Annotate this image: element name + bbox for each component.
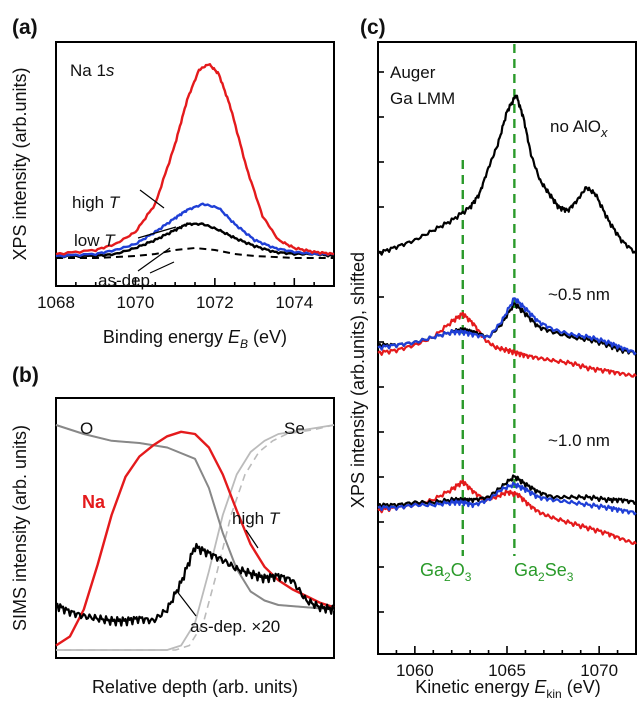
- leader-as-dep-a: [137, 247, 171, 272]
- panel-c-ticks: 1060 1065 1070: [377, 71, 637, 680]
- x-tick-label-1068: 1068: [37, 293, 75, 312]
- label-ga2o3: Ga2O3: [420, 560, 472, 584]
- series-high-t: [55, 63, 335, 256]
- series-na: [55, 430, 335, 647]
- panel-c-series: [377, 94, 637, 545]
- x-tick-label-1070: 1070: [580, 661, 618, 680]
- x-tick-label-1060: 1060: [396, 661, 434, 680]
- series-0-5-nm-red: [377, 311, 637, 378]
- panel-a-series: [55, 63, 335, 259]
- leader-low-t: [137, 226, 177, 239]
- leader-high-t-b: [245, 529, 259, 549]
- panel-c-ylabel: XPS intensity (arb.units), shifted: [348, 252, 368, 508]
- label-o: O: [80, 419, 93, 438]
- panel-a-ylabel: XPS intensity (arb.units): [10, 67, 30, 260]
- panel-b-frame: [55, 397, 335, 659]
- label-10nm: ~1.0 nm: [548, 431, 610, 450]
- label-05nm: ~0.5 nm: [548, 285, 610, 304]
- series-1-0-nm-red: [377, 479, 637, 545]
- label-as-dep-b: as-dep. ×20: [190, 617, 280, 636]
- panel-a-xlabel: Binding energy EB (eV): [103, 327, 287, 351]
- panel-a-ticks: 1068 1070 1072 1074: [37, 278, 335, 312]
- series-as-dep-dashed: [56, 247, 334, 259]
- label-ga-lmm: Ga LMM: [390, 89, 455, 108]
- leader-as-dep-b: [175, 589, 197, 617]
- label-na: Na: [82, 492, 106, 512]
- series-se-dashed: [64, 424, 335, 651]
- series-o: [55, 424, 335, 611]
- series-no-alox: [377, 94, 637, 256]
- label-low-t: low T: [74, 231, 116, 250]
- panel-a-title: Na 1s: [70, 61, 115, 80]
- label-ga2se3: Ga2Se3: [514, 560, 574, 584]
- panel-a: (a) 1068 1070 1072 1074 Na 1s high T low T …: [10, 16, 335, 351]
- label-no-alox: no AlOx: [550, 117, 608, 140]
- panel-b-xlabel: Relative depth (arb. units): [92, 677, 298, 697]
- x-tick-label-1065: 1065: [488, 661, 526, 680]
- panel-b-label: (b): [12, 364, 39, 387]
- panel-c: (c) 1060 1065 1070 Auger Ga LMM no AlOx ~0…: [348, 16, 637, 701]
- series-se: [56, 424, 335, 651]
- panel-c-xlabel: Kinetic energy Ekin (eV): [415, 677, 600, 701]
- series-1-0-nm-blue: [377, 481, 637, 516]
- series-as-dep: [55, 542, 336, 627]
- panel-c-label: (c): [360, 16, 386, 39]
- label-high-t-b: high T: [232, 509, 281, 528]
- series-0-5-nm-blue: [377, 297, 637, 356]
- panel-b: (b) O Se Na high T as-dep. ×20 SIMS inte…: [10, 364, 336, 697]
- label-high-t: high T: [72, 193, 121, 212]
- leader-high-t: [139, 189, 165, 209]
- panel-b-ylabel: SIMS intensity (arb. units): [10, 425, 30, 631]
- panel-b-series: [55, 424, 336, 651]
- panel-a-label: (a): [12, 16, 38, 39]
- label-se: Se: [284, 419, 305, 438]
- x-tick-label-1074: 1074: [275, 293, 313, 312]
- series-as-dep: [55, 222, 335, 259]
- series-1-0-nm-black: [377, 474, 637, 509]
- panel-c-vlines: [461, 44, 516, 556]
- label-auger: Auger: [390, 63, 436, 82]
- series-low-t: [55, 202, 334, 258]
- leader-as-dep-a-2: [149, 261, 175, 274]
- x-tick-label-1070: 1070: [117, 293, 155, 312]
- label-as-dep-a: as-dep.: [98, 271, 155, 290]
- x-tick-label-1072: 1072: [196, 293, 234, 312]
